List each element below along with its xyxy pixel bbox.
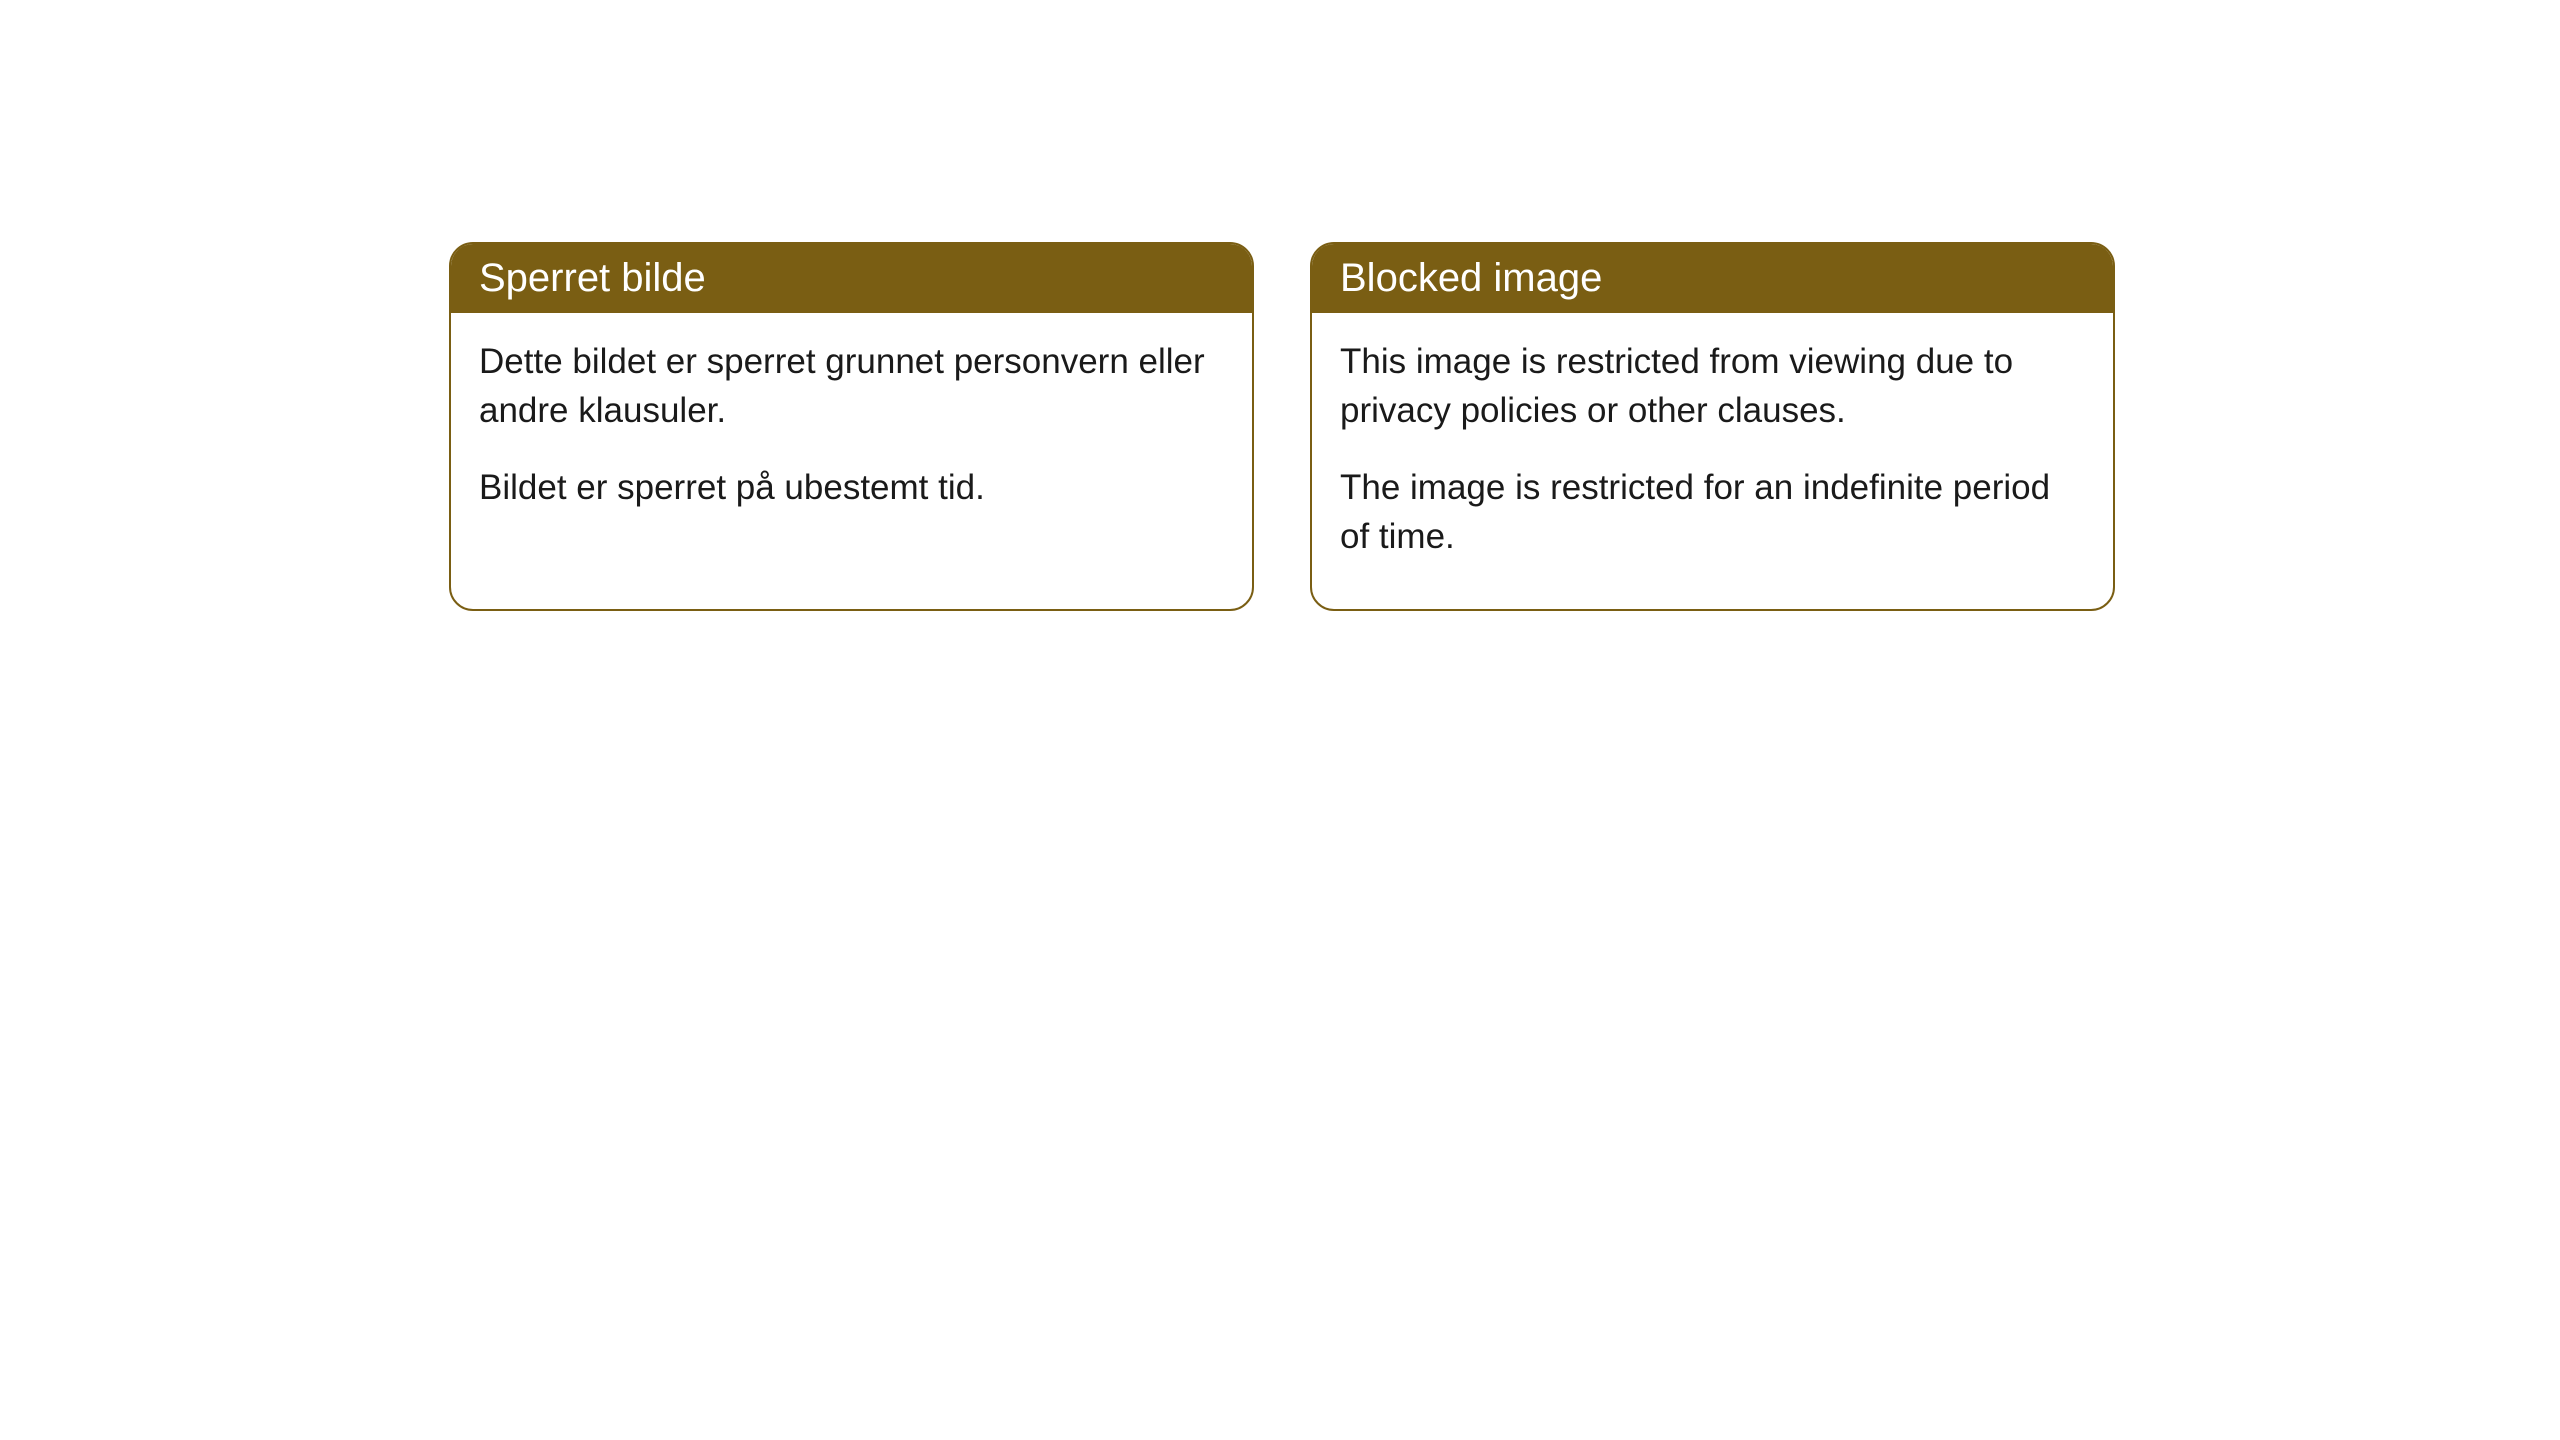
card-paragraph-2-no: Bildet er sperret på ubestemt tid.	[479, 463, 1224, 512]
blocked-image-card-en: Blocked image This image is restricted f…	[1310, 242, 2115, 611]
card-paragraph-1-no: Dette bildet er sperret grunnet personve…	[479, 337, 1224, 435]
card-title-no: Sperret bilde	[479, 256, 706, 300]
card-title-en: Blocked image	[1340, 256, 1602, 300]
card-header-en: Blocked image	[1312, 244, 2113, 313]
blocked-image-card-no: Sperret bilde Dette bildet er sperret gr…	[449, 242, 1254, 611]
card-paragraph-2-en: The image is restricted for an indefinit…	[1340, 463, 2085, 561]
card-body-en: This image is restricted from viewing du…	[1312, 313, 2113, 609]
cards-container: Sperret bilde Dette bildet er sperret gr…	[449, 242, 2115, 611]
card-header-no: Sperret bilde	[451, 244, 1252, 313]
card-paragraph-1-en: This image is restricted from viewing du…	[1340, 337, 2085, 435]
card-body-no: Dette bildet er sperret grunnet personve…	[451, 313, 1252, 560]
